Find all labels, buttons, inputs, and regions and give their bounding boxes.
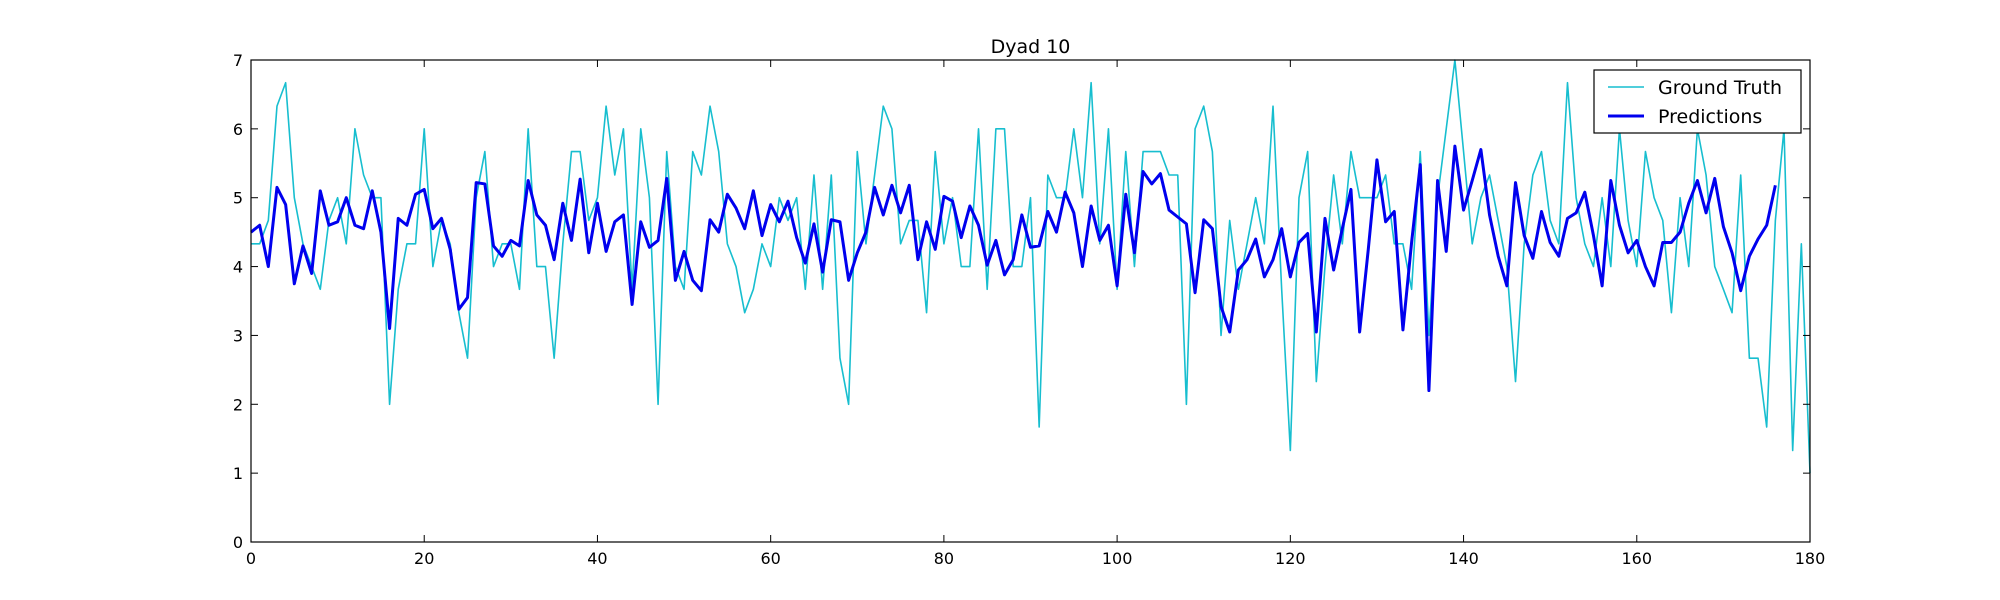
y-tick-label: 7	[233, 51, 243, 70]
y-tick-label: 4	[233, 258, 243, 277]
series-line-predictions	[250, 144, 1777, 393]
x-tick-label: 80	[934, 549, 954, 568]
x-tick-label: 40	[587, 549, 607, 568]
legend-label-predictions: Predictions	[1658, 106, 1762, 128]
y-tick-label: 3	[233, 326, 243, 345]
legend-box	[1593, 69, 1802, 134]
x-tick-label: 180	[1795, 549, 1826, 568]
x-tick-label: 160	[1622, 549, 1653, 568]
legend: Ground Truth Predictions	[1593, 69, 1802, 134]
chart-title: Dyad 10	[991, 36, 1071, 58]
y-tick-label: 6	[233, 120, 243, 139]
x-tick-label: 120	[1275, 549, 1306, 568]
x-tick-label: 20	[414, 549, 434, 568]
series-layer	[250, 59, 1811, 474]
plot-frame	[250, 59, 1811, 543]
x-tick-label: 60	[760, 549, 780, 568]
y-tick-label: 5	[233, 189, 243, 208]
y-tick-label: 0	[233, 533, 243, 552]
legend-label-ground-truth: Ground Truth	[1658, 77, 1782, 99]
y-tick-label: 1	[233, 464, 243, 483]
ticks-layer: 0 20 40 60 80 100 120 140 160 180 0 1 2 3 4 5 6 7	[233, 51, 1825, 568]
x-tick-label: 0	[246, 549, 256, 568]
series-line-ground-truth	[251, 59, 1811, 474]
x-tick-label: 140	[1448, 549, 1479, 568]
y-tick-label: 2	[233, 395, 243, 414]
x-tick-label: 100	[1102, 549, 1133, 568]
